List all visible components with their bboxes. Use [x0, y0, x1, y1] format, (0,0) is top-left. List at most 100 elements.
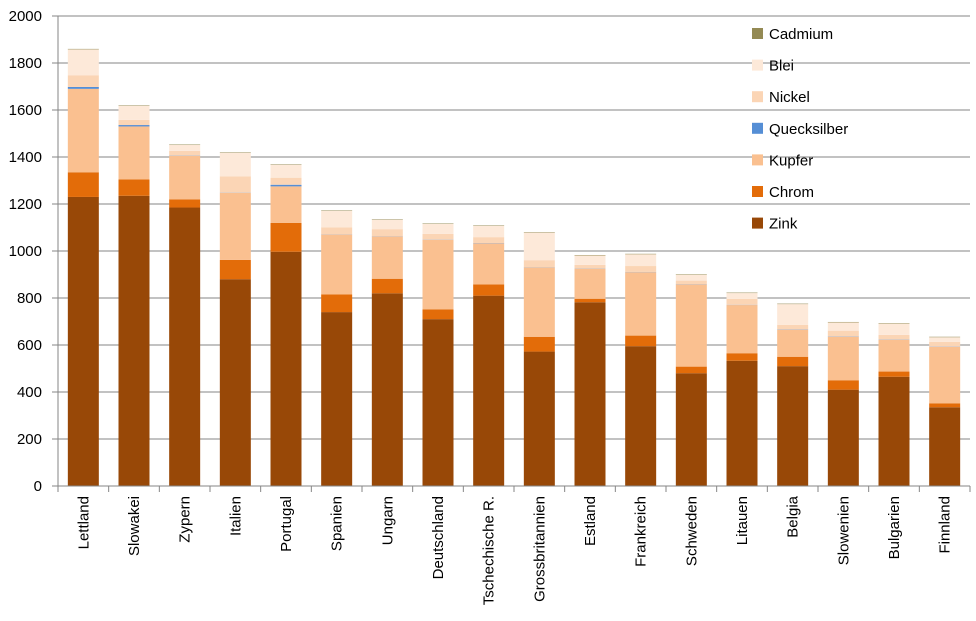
- y-tick-label: 2000: [9, 8, 42, 25]
- bar-segment-blei: [625, 254, 657, 267]
- bar-segment-nickel: [929, 341, 961, 347]
- bar-stack: [625, 253, 657, 486]
- x-category-label: Finnland: [937, 496, 954, 554]
- bar-segment-blei: [169, 145, 201, 151]
- bar-segment-blei: [675, 274, 707, 281]
- bar-segment-chrom: [675, 366, 707, 374]
- bar-segment-chrom: [878, 371, 910, 377]
- y-tick-label: 1000: [9, 243, 42, 260]
- bar-stack: [67, 48, 99, 486]
- x-category-label: Grossbritannien: [531, 496, 548, 602]
- bar-stack: [777, 303, 809, 486]
- bar-segment-zink: [726, 360, 758, 486]
- bars: [67, 48, 961, 486]
- y-tick-label: 1800: [9, 55, 42, 72]
- bar-segment-chrom: [777, 356, 809, 367]
- bar-segment-blei: [67, 49, 99, 76]
- bar-segment-blei: [777, 304, 809, 325]
- bar-segment-kupfer: [777, 329, 809, 357]
- bar-segment-nickel: [371, 229, 403, 237]
- bar-segment-chrom: [523, 336, 555, 352]
- x-category-label: Zypern: [177, 496, 194, 543]
- gridlines: [58, 15, 970, 440]
- bar-segment-zink: [473, 295, 505, 486]
- bar-segment-kupfer: [67, 88, 99, 173]
- legend: Cadmium Blei Nickel Quecksilber Kupfer Chrom Z…: [752, 26, 848, 233]
- legend-swatch: [752, 28, 763, 39]
- bar-stack: [219, 152, 251, 486]
- y-tick-label: 1200: [9, 196, 42, 213]
- bar-segment-chrom: [929, 403, 961, 408]
- bar-stack: [321, 210, 353, 486]
- legend-label: Cadmium: [769, 26, 833, 43]
- x-category-label: Lettland: [75, 496, 92, 549]
- bar-segment-kupfer: [523, 267, 555, 337]
- bar-segment-chrom: [321, 294, 353, 313]
- bar-segment-kupfer: [574, 268, 606, 299]
- bar-segment-chrom: [726, 353, 758, 361]
- x-category-label: Ungarn: [379, 496, 396, 545]
- legend-swatch: [752, 59, 763, 71]
- bar-segment-blei: [422, 223, 454, 234]
- bar-segment-chrom: [67, 172, 99, 197]
- bar-segment-zink: [270, 251, 302, 486]
- bar-segment-quecksilber: [67, 86, 99, 89]
- bar-segment-chrom: [219, 259, 251, 280]
- legend-label: Zink: [769, 216, 798, 233]
- bar-segment-nickel: [219, 176, 251, 193]
- bar-segment-zink: [929, 407, 961, 486]
- bar-segment-blei: [929, 337, 961, 342]
- x-category-label: Italien: [227, 496, 244, 536]
- x-category-label: Slowenien: [835, 496, 852, 565]
- bar-segment-blei: [878, 323, 910, 335]
- legend-swatch: [752, 154, 763, 166]
- x-category-label: Litauen: [734, 496, 751, 545]
- bar-segment-blei: [219, 152, 251, 177]
- bar-stack: [929, 336, 961, 486]
- bar-segment-zink: [169, 207, 201, 486]
- legend-swatch: [752, 91, 763, 103]
- bar-segment-nickel: [523, 260, 555, 268]
- bar-stack: [523, 232, 555, 486]
- bar-segment-zink: [67, 196, 99, 486]
- y-tick-label: 200: [17, 431, 42, 448]
- y-tick-label: 1400: [9, 149, 42, 166]
- bar-segment-blei: [726, 293, 758, 299]
- legend-item: Chrom: [752, 184, 814, 201]
- bar-segment-quecksilber: [118, 125, 150, 127]
- bar-segment-kupfer: [371, 236, 403, 279]
- bar-stack: [675, 274, 707, 486]
- bar-segment-chrom: [473, 284, 505, 296]
- legend-swatch: [752, 122, 763, 134]
- bar-segment-zink: [118, 195, 150, 486]
- legend-label: Kupfer: [769, 152, 813, 169]
- bar-segment-zink: [827, 389, 859, 486]
- bar-segment-chrom: [625, 335, 657, 347]
- bar-segment-nickel: [625, 266, 657, 272]
- bar-segment-chrom: [118, 179, 150, 196]
- x-category-label: Deutschland: [430, 496, 447, 579]
- x-category-label: Spanien: [329, 496, 346, 551]
- legend-label: Blei: [769, 58, 794, 75]
- bar-segment-chrom: [270, 222, 302, 252]
- bar-segment-nickel: [574, 264, 606, 269]
- bar-stack: [270, 164, 302, 486]
- bar-segment-kupfer: [827, 336, 859, 381]
- x-category-label: Belgia: [785, 495, 802, 537]
- y-tick-label: 600: [17, 337, 42, 354]
- bar-segment-zink: [321, 312, 353, 486]
- bar-segment-zink: [422, 319, 454, 486]
- bar-segment-kupfer: [625, 272, 657, 336]
- y-axis-tick-labels: 0 200 400 600 800 1000 1200 1400 1600 1800 2000: [9, 8, 42, 495]
- legend-item: Nickel: [752, 89, 810, 106]
- bar-segment-chrom: [827, 380, 859, 390]
- bar-segment-nickel: [118, 119, 150, 126]
- bar-segment-nickel: [878, 334, 910, 340]
- axes: [52, 15, 971, 492]
- bar-stack: [827, 321, 859, 486]
- bar-segment-zink: [878, 376, 910, 486]
- bar-segment-kupfer: [219, 192, 251, 260]
- bar-segment-blei: [118, 105, 150, 120]
- bar-segment-nickel: [270, 177, 302, 185]
- bar-segment-nickel: [473, 237, 505, 244]
